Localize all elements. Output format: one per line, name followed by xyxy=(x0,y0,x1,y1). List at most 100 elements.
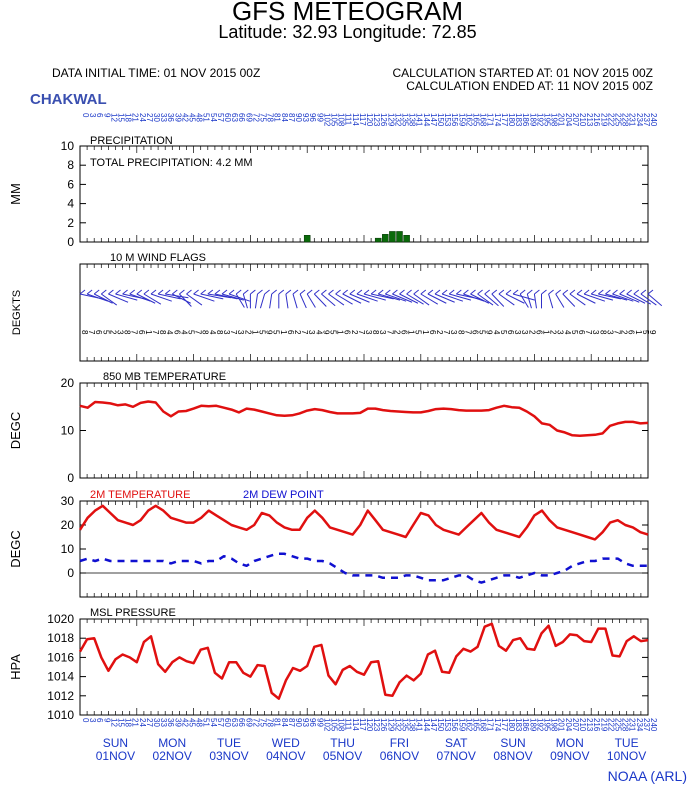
hour-tick-label: 144 xyxy=(422,718,431,732)
wind-speed-label: 9 xyxy=(485,330,494,335)
wind-barb xyxy=(328,289,334,295)
hour-tick-label: 162 xyxy=(464,113,473,127)
date-label: 08NOV xyxy=(493,749,532,763)
hour-tick-label: 54 xyxy=(209,718,218,727)
hour-tick-label: 171 xyxy=(486,718,495,732)
hour-tick-label: 57 xyxy=(216,113,225,122)
wind-barb xyxy=(100,289,107,295)
hour-tick-label: 72 xyxy=(251,113,260,122)
y-tick-label: 0 xyxy=(67,235,74,249)
wind-barb xyxy=(640,289,647,295)
wind-speed-label: 6 xyxy=(400,330,409,335)
hour-tick-label: 189 xyxy=(528,718,537,732)
hour-tick-label: 99 xyxy=(315,113,324,122)
wind-barb xyxy=(86,289,93,295)
wind-barb xyxy=(413,289,420,295)
wind-barb xyxy=(427,293,447,304)
wind-speed-label: 8 xyxy=(201,330,210,335)
wind-speed-label: 5 xyxy=(570,330,579,335)
hour-tick-label: 135 xyxy=(401,718,410,732)
wind-speed-label: 8 xyxy=(80,330,89,335)
hour-tick-label: 117 xyxy=(358,718,367,731)
y-tick-label: 2 xyxy=(67,216,74,230)
wind-speed-label: 6 xyxy=(343,330,352,335)
precip-bar xyxy=(303,235,311,243)
wind-speed-label: 6 xyxy=(286,330,295,335)
hour-tick-label: 180 xyxy=(507,113,516,127)
wind-barb xyxy=(370,293,394,300)
wind-barb xyxy=(598,293,621,300)
wind-speed-label: 5 xyxy=(478,330,487,335)
temp2m-series-line xyxy=(78,504,649,541)
hour-tick-label: 120 xyxy=(365,718,374,732)
wind-speed-label: 3 xyxy=(307,330,316,335)
wind-barb xyxy=(186,289,192,295)
wind-barb xyxy=(612,293,634,302)
day-label: THU xyxy=(330,736,355,750)
wind-barb xyxy=(484,293,499,307)
hour-tick-label: 9 xyxy=(102,113,111,118)
wind-speed-label: 1 xyxy=(542,330,551,335)
credit-label: NOAA (ARL) xyxy=(607,768,687,784)
hour-tick-label: 186 xyxy=(521,113,530,127)
hour-tick-label: 156 xyxy=(450,718,459,732)
wind-barb xyxy=(150,289,157,295)
hour-tick-label: 156 xyxy=(450,113,459,127)
wind-barb xyxy=(392,289,398,295)
hour-tick-label: 6 xyxy=(95,718,104,723)
hour-tick-label: 126 xyxy=(379,113,388,127)
wind-barb xyxy=(335,293,353,305)
hour-tick-label: 42 xyxy=(180,113,189,122)
wind-barb xyxy=(285,289,292,295)
y-tick-label: 10 xyxy=(61,424,75,438)
wind-barb xyxy=(591,293,614,301)
day-label: MON xyxy=(556,736,584,750)
wind-speed-label: 1 xyxy=(407,330,416,335)
hour-tick-label: 12 xyxy=(109,718,118,727)
wind-barb xyxy=(242,293,248,309)
wind-barb xyxy=(470,289,476,295)
wind-speed-label: 9 xyxy=(321,330,330,335)
hour-tick-label: 96 xyxy=(308,718,317,727)
hour-tick-label: 33 xyxy=(159,113,168,122)
hour-tick-label: 240 xyxy=(649,718,658,732)
hour-tick-label: 195 xyxy=(543,113,552,127)
wind-panel-title: 10 M WIND FLAGS xyxy=(110,252,206,264)
wind-barb xyxy=(498,289,505,295)
hour-tick-label: 45 xyxy=(188,113,197,122)
wind-barb xyxy=(79,289,86,295)
wind-barb xyxy=(406,293,424,305)
wind-barb xyxy=(207,289,214,295)
wind-speed-label: 6 xyxy=(471,330,480,335)
wind-speed-label: 8 xyxy=(215,330,224,335)
wind-speed-label: 7 xyxy=(229,330,238,335)
wind-barb xyxy=(427,289,434,295)
y-tick-label: 30 xyxy=(61,494,75,508)
hour-tick-label: 15 xyxy=(117,113,126,122)
wind-speed-label: 7 xyxy=(87,330,96,335)
hour-tick-label: 219 xyxy=(599,113,608,127)
wind-barb xyxy=(171,289,178,295)
wind-barb xyxy=(526,293,532,309)
hour-tick-label: 9 xyxy=(102,718,111,723)
hour-tick-label: 111 xyxy=(344,718,353,731)
hour-tick-label: 231 xyxy=(628,718,637,732)
hour-tick-label: 60 xyxy=(223,113,232,122)
wind-barb xyxy=(363,289,370,295)
wind-barb xyxy=(157,293,181,300)
hour-tick-label: 69 xyxy=(244,718,253,727)
hour-tick-label: 78 xyxy=(266,718,275,727)
wind-barb xyxy=(377,289,384,295)
wind-speed-label: 4 xyxy=(208,330,217,335)
wind-barb xyxy=(108,289,114,295)
wind-barb xyxy=(519,293,529,308)
wind-barb xyxy=(449,293,472,301)
wind-barb xyxy=(555,293,565,308)
wind-barb xyxy=(512,293,535,301)
hour-tick-label: 228 xyxy=(621,718,630,732)
wind-speed-label: 8 xyxy=(456,330,465,335)
date-label: 01NOV xyxy=(96,749,135,763)
hour-tick-label: 45 xyxy=(188,718,197,727)
wind-barb xyxy=(605,293,628,301)
